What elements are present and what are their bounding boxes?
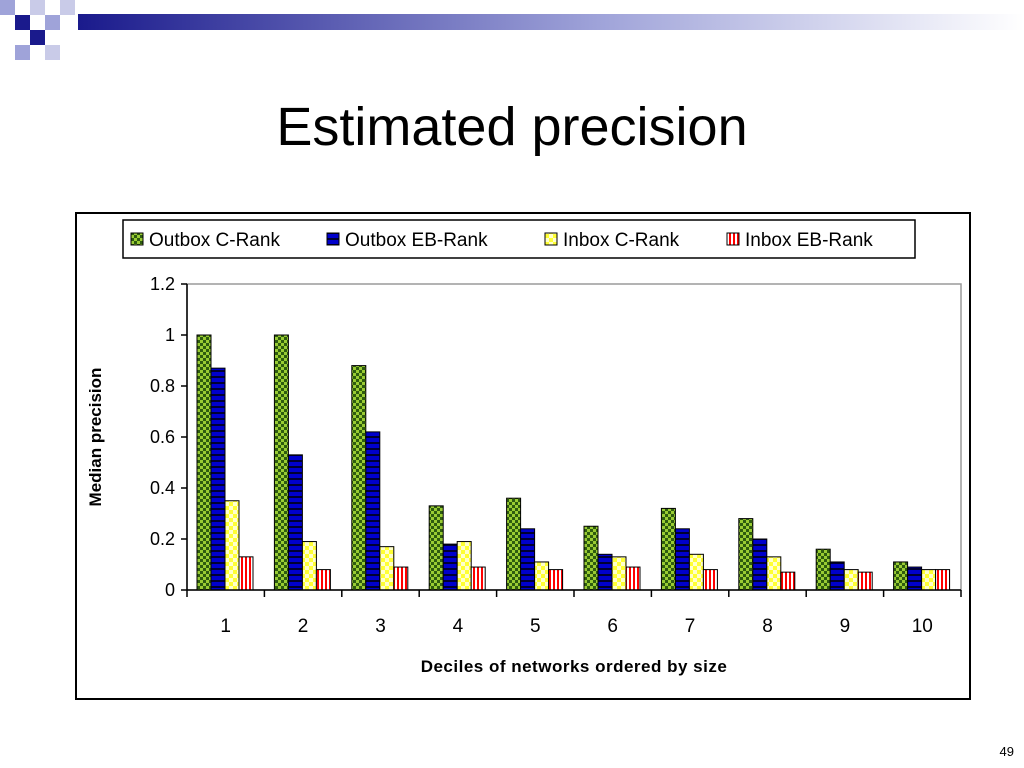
x-tick-label: 8: [762, 616, 773, 637]
header-square: [30, 30, 45, 45]
legend-label: Outbox C-Rank: [149, 230, 280, 251]
x-tick-label: 9: [840, 616, 851, 637]
bars: [196, 334, 951, 591]
bar-outbox-c-rank-2: [273, 334, 289, 591]
bar-outbox-c-rank-3: [351, 365, 367, 591]
bar-inbox-c-rank-6: [611, 556, 627, 591]
x-axis-label: Deciles of networks ordered by size: [421, 657, 728, 676]
y-tick-label: 0: [165, 580, 175, 600]
header-square: [0, 0, 15, 15]
bar-inbox-c-rank-10: [921, 569, 937, 591]
x-tick-label: 3: [375, 616, 386, 637]
bar-inbox-c-rank-8: [766, 556, 782, 591]
legend-label: Outbox EB-Rank: [345, 230, 488, 251]
bar-inbox-eb-rank-6: [625, 566, 641, 591]
bar-outbox-eb-rank-3: [365, 431, 381, 591]
bar-outbox-c-rank-10: [893, 561, 909, 591]
y-tick-label: 1: [165, 325, 175, 345]
bar-inbox-c-rank-9: [843, 569, 859, 591]
bar-outbox-eb-rank-9: [829, 561, 845, 591]
bar-outbox-c-rank-5: [506, 497, 522, 591]
plot-area: [186, 283, 962, 591]
bar-outbox-eb-rank-7: [674, 528, 690, 591]
x-tick-label: 2: [298, 616, 309, 637]
bar-outbox-c-rank-4: [428, 505, 444, 591]
header-gradient-bar: [78, 14, 1024, 30]
legend-swatch: [726, 232, 740, 246]
bar-inbox-eb-rank-9: [857, 571, 873, 591]
y-tick-label: 1.2: [150, 274, 175, 294]
header-square: [45, 15, 60, 30]
bar-inbox-eb-rank-1: [238, 556, 254, 591]
bar-inbox-c-rank-3: [379, 546, 395, 591]
header-decoration: [0, 0, 1024, 60]
y-tick-label: 0.2: [150, 529, 175, 549]
header-square: [60, 0, 75, 15]
bar-inbox-c-rank-1: [224, 500, 240, 591]
bar-outbox-eb-rank-10: [907, 566, 923, 591]
bar-inbox-eb-rank-2: [315, 569, 331, 591]
legend-swatch: [326, 232, 340, 246]
bar-inbox-c-rank-4: [456, 541, 472, 591]
bar-inbox-eb-rank-3: [393, 566, 409, 591]
slide-title: Estimated precision: [276, 97, 748, 157]
page-number: 49: [999, 744, 1014, 759]
legend-label: Inbox C-Rank: [563, 230, 680, 251]
header-square: [15, 15, 30, 30]
bar-outbox-c-rank-7: [660, 507, 676, 591]
x-tick-label: 1: [220, 616, 231, 637]
header-square: [15, 45, 30, 60]
x-tick-label: 6: [607, 616, 618, 637]
bar-outbox-eb-rank-8: [752, 538, 768, 591]
bar-outbox-eb-rank-5: [520, 528, 536, 591]
y-tick-label: 0.4: [150, 478, 175, 498]
bar-inbox-eb-rank-8: [780, 571, 796, 591]
x-ticks: 1 2 3 4 5 6 7 8 9 10: [186, 590, 962, 637]
bar-outbox-eb-rank-4: [442, 543, 458, 591]
bar-chart: Outbox C-Rank Outbox EB-Rank Inbox C-Rank I…: [86, 219, 962, 676]
y-axis-label: Median precision: [86, 368, 105, 507]
legend-box: [122, 219, 916, 259]
bar-inbox-eb-rank-4: [470, 566, 486, 591]
y-ticks: 0 0.2 0.4 0.6 0.8 1 1.2: [150, 274, 187, 600]
bar-outbox-c-rank-8: [738, 518, 754, 591]
bar-outbox-eb-rank-2: [287, 454, 303, 591]
legend-swatch: [130, 232, 144, 246]
x-tick-label: 10: [912, 616, 933, 637]
header-square: [30, 0, 45, 15]
bar-inbox-c-rank-7: [688, 553, 704, 591]
bar-outbox-c-rank-6: [583, 525, 599, 591]
y-tick-label: 0.6: [150, 427, 175, 447]
bar-outbox-eb-rank-1: [210, 367, 226, 591]
bar-outbox-c-rank-1: [196, 334, 212, 591]
legend-label: Inbox EB-Rank: [745, 230, 873, 251]
chart-frame: Outbox C-Rank Outbox EB-Rank Inbox C-Rank I…: [75, 212, 971, 700]
bar-outbox-eb-rank-6: [597, 553, 613, 591]
bar-inbox-eb-rank-5: [548, 569, 564, 591]
x-tick-label: 7: [685, 616, 696, 637]
bar-outbox-c-rank-9: [815, 548, 831, 591]
x-tick-label: 5: [530, 616, 541, 637]
y-tick-label: 0.8: [150, 376, 175, 396]
legend: Outbox C-Rank Outbox EB-Rank Inbox C-Rank I…: [130, 230, 873, 251]
bar-inbox-c-rank-5: [534, 561, 550, 591]
bar-inbox-c-rank-2: [301, 541, 317, 591]
legend-swatch: [544, 232, 558, 246]
bar-inbox-eb-rank-10: [935, 569, 951, 591]
bar-inbox-eb-rank-7: [702, 569, 718, 591]
header-square: [45, 45, 60, 60]
x-tick-label: 4: [453, 616, 464, 637]
